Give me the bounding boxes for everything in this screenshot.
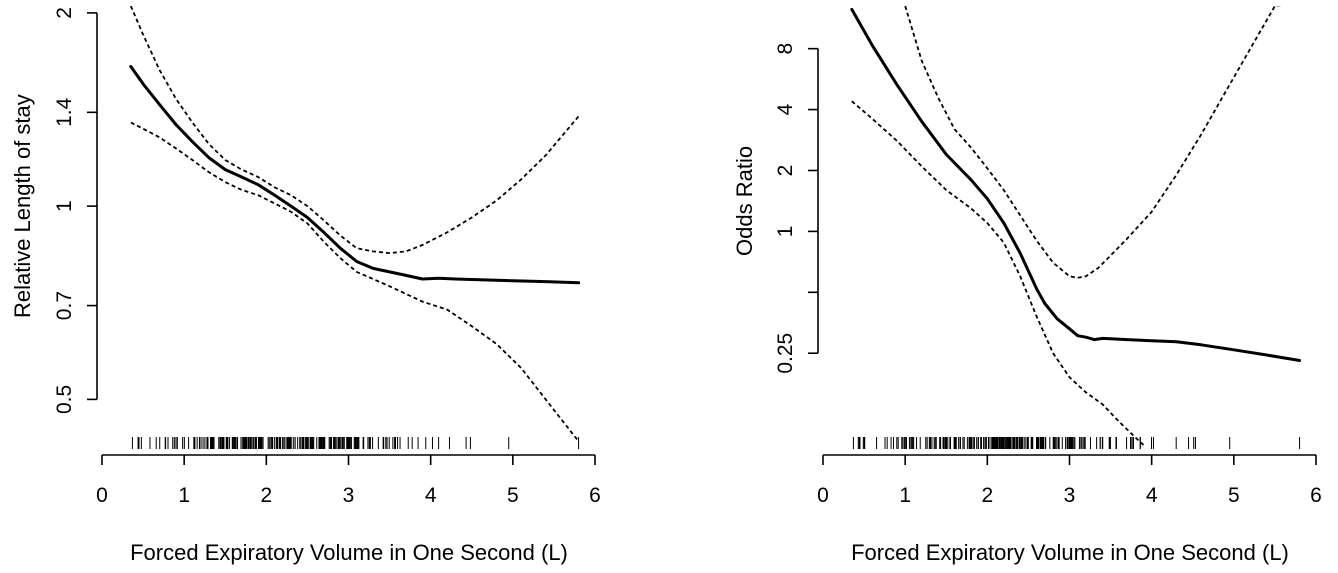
estimate-line [850,7,1302,362]
rug-plot [852,437,1301,449]
estimate-line [129,65,581,285]
chart-panel-odds-ratio: 0 1 2 3 4 5 6 0.25 1 2 4 8 Forced Expiratory Volume … [732,6,1322,565]
x-tick-label: 0 [96,484,108,507]
x-tick-label: 4 [425,484,437,507]
y-tick-label: 0.25 [774,333,797,374]
x-tick-label: 2 [260,484,272,507]
x-tick-label: 5 [1228,484,1240,507]
y-tick-label: 1 [53,200,76,212]
y-tick-label: 4 [774,103,797,115]
y-axis-title: Relative Length of stay [10,94,35,318]
x-tick-label: 6 [589,484,601,507]
ci-upper-line [904,6,1282,279]
ci-lower-line [130,121,580,442]
y-tick-label: 0.5 [53,385,76,414]
y-tick-label: 1 [774,226,797,238]
y-tick-label: 1.4 [53,97,76,127]
y-tick-label: 2 [53,7,76,19]
x-tick-label: 6 [1310,484,1322,507]
x-tick-label: 3 [343,484,355,507]
x-tick-label: 1 [899,484,911,507]
x-tick-label: 1 [178,484,190,507]
rug-plot [131,437,580,449]
y-axis-title: Odds Ratio [732,146,757,256]
y-tick-label: 0.7 [53,291,76,320]
x-tick-label: 3 [1064,484,1076,507]
x-tick-label: 0 [817,484,829,507]
ci-upper-line [129,6,580,255]
x-tick-label: 5 [507,484,519,507]
x-tick-label: 4 [1146,484,1158,507]
x-tick-label: 2 [981,484,993,507]
y-tick-label: 2 [774,165,797,177]
y-tick-label: 8 [774,43,797,55]
x-axis-title: Forced Expiratory Volume in One Second (… [851,540,1289,565]
x-axis-title: Forced Expiratory Volume in One Second (… [130,540,568,565]
ci-lower-line [851,100,1145,446]
chart-panel-relative-length-of-stay: 0 1 2 3 4 5 6 0.5 0.7 1 1.4 2 Forced Expiratory Volu… [10,6,601,565]
